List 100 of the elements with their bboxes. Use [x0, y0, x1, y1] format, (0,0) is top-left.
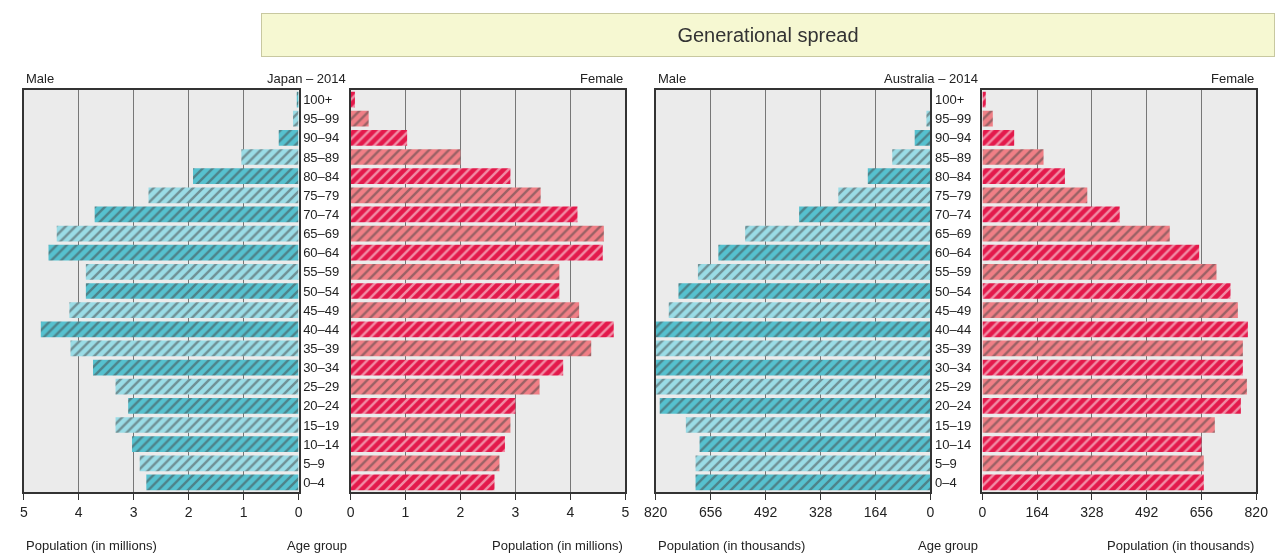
x-axis-title: Population (in millions)	[26, 538, 157, 553]
bar	[982, 359, 1243, 376]
bar	[838, 187, 931, 204]
bar	[85, 264, 299, 280]
bar	[350, 436, 505, 452]
x-tick-label: 164	[1025, 503, 1050, 520]
bar	[699, 436, 931, 452]
bar	[655, 340, 931, 357]
x-tick-label: 656	[698, 503, 723, 520]
bar	[241, 149, 299, 165]
bar	[94, 206, 299, 223]
chart-subtitle: Australia – 2014	[884, 71, 978, 86]
chart-title: Female	[580, 71, 624, 86]
bar	[982, 340, 1243, 357]
bar	[350, 187, 541, 204]
bar	[350, 168, 511, 184]
bar	[93, 359, 299, 376]
y-tick-label: 45–49	[303, 302, 340, 318]
bar	[926, 110, 931, 127]
bar	[982, 168, 1065, 184]
bar	[132, 436, 299, 452]
bar	[982, 264, 1217, 280]
x-tick-label: 820	[644, 503, 668, 520]
bar	[278, 130, 299, 146]
bar	[350, 398, 516, 414]
bar	[697, 264, 931, 280]
x-tick-label: 656	[1189, 503, 1214, 520]
x-tick-label: 5	[621, 503, 630, 520]
y-tick-label: 75–79	[303, 187, 340, 203]
y-tick-label: 95–99	[935, 111, 972, 127]
bar	[115, 417, 299, 433]
bar	[982, 455, 1204, 472]
bar	[350, 302, 580, 318]
bar	[745, 225, 931, 242]
bar	[982, 283, 1231, 299]
bar	[48, 244, 299, 261]
bar	[350, 130, 408, 146]
y-tick-label: 25–29	[303, 379, 340, 395]
bar	[350, 283, 560, 299]
x-tick-label: 3	[129, 503, 138, 520]
y-tick-label: 5–9	[303, 455, 325, 471]
y-tick-label: 50–54	[935, 283, 972, 299]
bar	[350, 110, 369, 127]
bar	[982, 321, 1248, 338]
bar	[678, 283, 931, 299]
y-axis-title: Age group	[918, 538, 978, 553]
x-tick-label: 0	[346, 503, 355, 520]
y-tick-label: 80–84	[303, 168, 340, 184]
x-tick-label: 4	[566, 503, 575, 520]
text: Generational spread	[677, 24, 859, 46]
bar	[350, 225, 604, 242]
bar	[695, 455, 931, 472]
x-tick-label: 1	[239, 503, 248, 520]
chart-title: Female	[1211, 71, 1255, 86]
chart-title: Male	[26, 71, 55, 86]
y-tick-label: 35–39	[935, 340, 972, 356]
bar	[139, 455, 299, 472]
bar	[128, 398, 299, 414]
x-tick-label: 4	[74, 503, 83, 520]
x-tick-label: 2	[456, 503, 465, 520]
y-tick-label: 0–4	[935, 474, 957, 490]
x-axis-title: Population (in thousands)	[658, 538, 806, 553]
bar	[892, 149, 931, 165]
y-tick-label: 25–29	[935, 379, 972, 395]
y-tick-label: 85–89	[935, 149, 972, 165]
bar	[867, 168, 931, 184]
x-tick-label: 0	[926, 503, 935, 520]
x-axis-title: Population (in thousands)	[1107, 538, 1255, 553]
bar	[982, 474, 1204, 491]
bar	[655, 378, 931, 395]
x-tick-label: 328	[1080, 503, 1104, 520]
bar	[193, 168, 299, 184]
y-tick-label: 20–24	[303, 398, 340, 414]
bar	[982, 378, 1247, 395]
chart-title: Male	[658, 71, 687, 86]
x-tick-label: 492	[1135, 503, 1159, 520]
y-tick-label: 90–94	[303, 130, 340, 146]
y-tick-label: 40–44	[303, 321, 340, 337]
bar	[350, 206, 578, 223]
x-tick-label: 5	[19, 503, 28, 520]
bar	[56, 225, 299, 242]
x-tick-label: 820	[1244, 503, 1269, 520]
bar	[40, 321, 299, 338]
bar	[718, 244, 931, 261]
bar	[982, 417, 1215, 433]
bar	[350, 474, 495, 491]
y-tick-label: 95–99	[303, 111, 340, 127]
bar	[668, 302, 931, 318]
bar	[293, 110, 299, 127]
bar	[70, 340, 299, 357]
y-tick-label: 55–59	[303, 264, 340, 280]
y-tick-label: 15–19	[935, 417, 972, 433]
bar	[350, 340, 592, 357]
y-tick-label: 75–79	[935, 187, 972, 203]
y-tick-label: 65–69	[935, 226, 972, 242]
bar	[982, 302, 1238, 318]
x-tick-label: 0	[294, 503, 303, 520]
bar	[350, 244, 603, 261]
bar	[69, 302, 299, 318]
y-tick-label: 60–64	[935, 245, 972, 261]
